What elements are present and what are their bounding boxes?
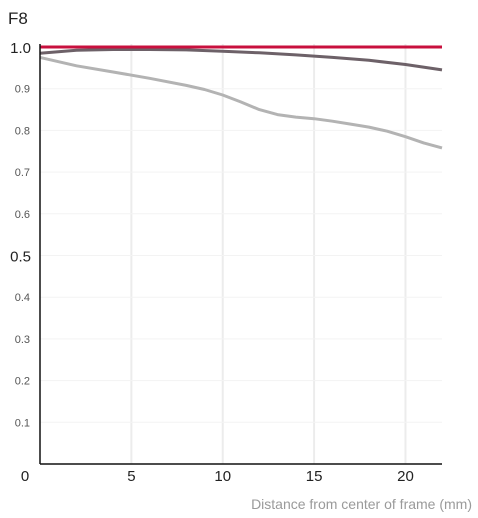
x-tick-label-20: 20 (397, 468, 414, 485)
y-tick-label-1-0: 1.0 (10, 40, 31, 57)
y-tick-label-0-3: 0.3 (15, 334, 30, 346)
x-tick-label-5: 5 (127, 468, 135, 485)
chart-title: F8 (8, 9, 28, 28)
y-tick-label-0-1: 0.1 (15, 417, 30, 429)
series-line-2 (39, 48, 443, 72)
y-tick-label-0-9: 0.9 (15, 84, 30, 96)
y-tick-label-0-7: 0.7 (15, 167, 30, 179)
y-tick-label-0-5: 0.5 (10, 249, 31, 266)
x-tick-label-15: 15 (306, 468, 323, 485)
axes (39, 44, 442, 465)
series-lines (39, 45, 443, 150)
series-line-3 (39, 55, 443, 150)
x-tick-label-10: 10 (214, 468, 231, 485)
grid-lines (40, 44, 442, 464)
x-axis-label: Distance from center of frame (mm) (251, 496, 472, 512)
y-tick-label-0-2: 0.2 (15, 376, 30, 388)
x-tick-labels: 0 5 10 15 20 (21, 468, 414, 485)
y-tick-label-0-8: 0.8 (15, 125, 30, 137)
x-tick-label-0: 0 (21, 468, 29, 485)
y-tick-label-0-4: 0.4 (15, 292, 30, 304)
y-tick-labels: 0.1 0.2 0.3 0.4 0.5 0.6 0.7 0.8 0.9 1.0 (10, 40, 31, 429)
y-tick-label-0-6: 0.6 (15, 209, 30, 221)
